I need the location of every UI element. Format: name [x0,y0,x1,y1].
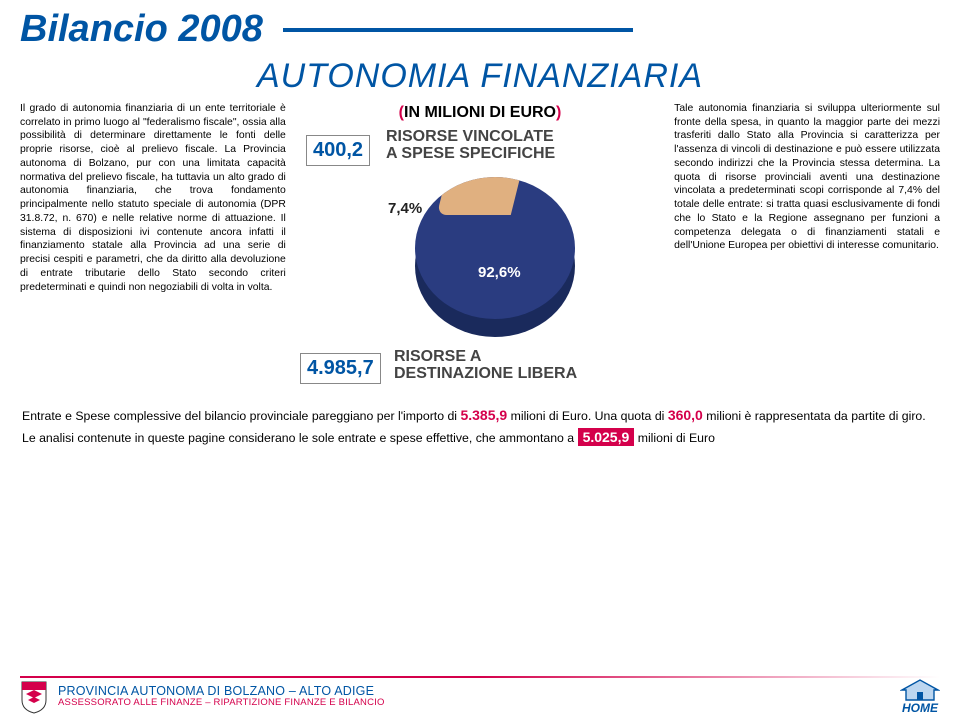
bottom-post: milioni di Euro [634,431,715,445]
bottom-pre1: Entrate e Spese complessive del bilancio… [22,409,460,423]
slice2-percent: 92,6% [478,263,521,283]
slice2-label-line2: DESTINAZIONE LIBERA [394,365,577,382]
chart-column: (IN MILIONI DI EURO) 400,2 RISORSE VINCO… [298,102,662,389]
bottom-val1: 5.385,9 [460,407,507,423]
chart-header-text: IN MILIONI DI EURO [404,104,556,121]
home-icon [900,678,940,702]
chart-paren-close: ) [556,104,561,121]
pie-graphic [415,177,575,337]
page-subtitle: AUTONOMIA FINANZIARIA [20,57,940,96]
slice1-label-line1: RISORSE VINCOLATE [386,128,554,145]
home-button[interactable]: HOME [900,678,940,715]
footer-line2: ASSESSORATO ALLE FINANZE – RIPARTIZIONE … [58,698,385,709]
bottom-val3: 5.025,9 [578,428,635,446]
header: Bilancio 2008 AUTONOMIA FINANZIARIA [0,0,960,96]
slice1-label: RISORSE VINCOLATE A SPESE SPECIFICHE [386,129,555,163]
bottom-note: Entrate e Spese complessive del bilancio… [0,389,960,448]
left-paragraph: Il grado di autonomia finanziaria di un … [20,102,286,389]
footer: PROVINCIA AUTONOMA DI BOLZANO – ALTO ADI… [0,678,960,721]
main-content: Il grado di autonomia finanziaria di un … [0,96,960,389]
slice1-value: 400,2 [306,135,370,165]
slice2-label: RISORSE A DESTINAZIONE LIBERA [394,349,577,383]
chart-header: (IN MILIONI DI EURO) [399,102,562,123]
title-underline [283,28,633,32]
right-paragraph: Tale autonomia finanziaria si sviluppa u… [674,102,940,389]
footer-text: PROVINCIA AUTONOMA DI BOLZANO – ALTO ADI… [58,684,385,709]
page-title: Bilancio 2008 [20,8,263,51]
bottom-mid1: milioni di Euro. Una quota di [507,409,668,423]
bottom-val2: 360,0 [668,407,703,423]
home-label: HOME [900,701,940,715]
slice1-label-line2: A SPESE SPECIFICHE [386,145,555,162]
footer-separator [20,676,940,678]
crest-icon [20,680,48,714]
footer-line1: PROVINCIA AUTONOMA DI BOLZANO – ALTO ADI… [58,684,385,698]
pie-chart: 400,2 RISORSE VINCOLATE A SPESE SPECIFIC… [300,129,660,389]
slice2-value: 4.985,7 [300,353,381,383]
slice2-label-line1: RISORSE A [394,348,481,365]
